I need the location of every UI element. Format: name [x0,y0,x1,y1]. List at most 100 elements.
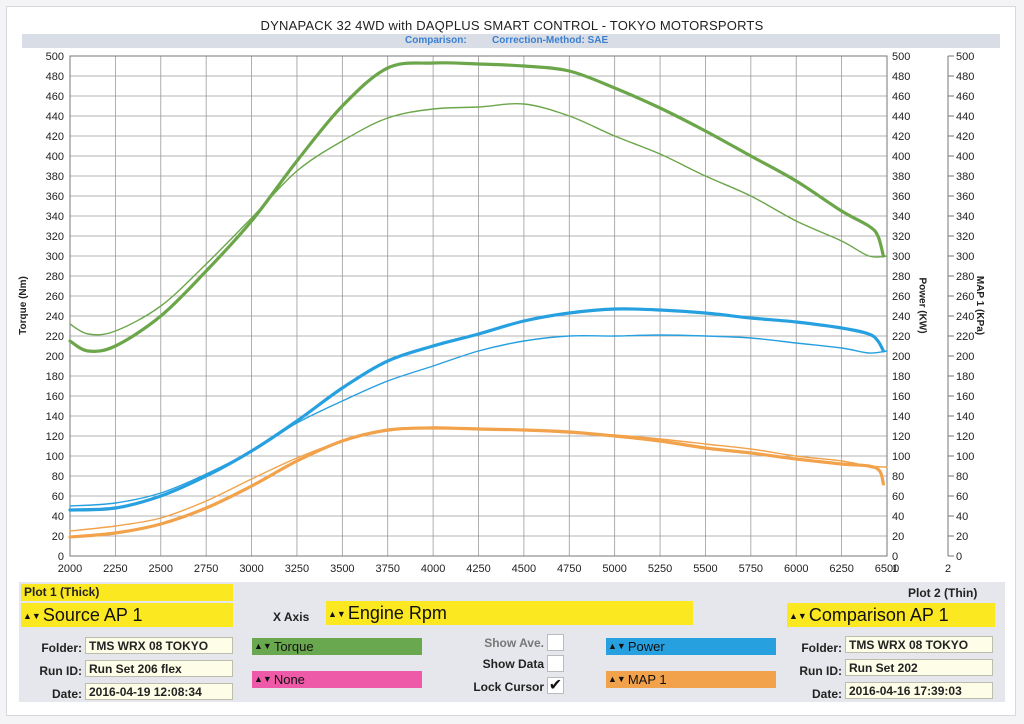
xaxis-select[interactable]: ▲▼ Engine Rpm [326,601,693,625]
map-series-plot2-thin [69,426,888,532]
x-tick-label: 5500 [693,563,717,575]
y-tick-label-left: 380 [46,171,64,183]
axis-end-label-1: 1 [892,563,898,575]
updown-arrows-icon: ▲▼ [608,674,626,684]
updown-arrows-icon: ▲▼ [608,641,626,651]
y-tick-label-power: 320 [892,231,910,243]
y-tick-label-map: 0 [956,551,962,563]
channel-none-value: None [273,672,305,687]
x-tick-label: 2750 [194,563,218,575]
plot2-folder-label: Folder: [801,641,842,655]
x-tick-label: 6000 [784,563,808,575]
channel-map-value: MAP 1 [627,672,667,687]
y-tick-label-power: 40 [892,511,904,523]
y-tick-label-map: 320 [956,231,974,243]
plot2-title: Plot 2 (Thin) [908,586,978,600]
plot1-runid-field[interactable]: Run Set 206 flex [85,660,233,677]
x-tick-label: 2500 [149,563,173,575]
y-tick-label-map: 500 [956,51,974,63]
y-tick-label-power: 120 [892,431,910,443]
x-tick-label: 3000 [239,563,263,575]
y-tick-label-left: 240 [46,311,64,323]
y-tick-label-left: 100 [46,451,64,463]
y-tick-label-power: 20 [892,531,904,543]
channel-torque-value: Torque [273,639,314,654]
y-tick-label-left: 40 [52,511,64,523]
y-tick-label-map: 60 [956,491,968,503]
channel-none-select[interactable]: ▲▼ None [252,671,422,688]
y-tick-label-power: 480 [892,71,910,83]
plot1-title: Plot 1 (Thick) [24,585,100,599]
plot2-date-label: Date: [811,687,842,701]
y-tick-label-power: 460 [892,91,910,103]
y-tick-label-left: 80 [52,471,64,483]
x-tick-label: 4250 [466,563,490,575]
plot1-folder-field[interactable]: TMS WRX 08 TOKYO [85,637,233,654]
x-tick-label: 3750 [375,563,399,575]
plot1-source-select[interactable]: ▲▼ Source AP 1 [21,603,233,627]
power-axis-label: Power (KW) [916,277,928,334]
torque-series-plot1-thick [68,61,885,353]
power-series-plot1-thick [68,307,885,512]
y-tick-label-map: 180 [956,371,974,383]
y-tick-label-left: 180 [46,371,64,383]
y-tick-label-map: 300 [956,251,974,263]
y-tick-label-left: 20 [52,531,64,543]
y-tick-label-left: 400 [46,151,64,163]
show-data-checkbox[interactable] [547,655,564,672]
x-tick-label: 4000 [421,563,445,575]
y-tick-label-map: 480 [956,71,974,83]
y-tick-label-left: 0 [58,551,64,563]
power-series-plot2-thin [69,334,888,507]
x-tick-label: 3500 [330,563,354,575]
y-tick-label-map: 240 [956,311,974,323]
y-tick-label-left: 60 [52,491,64,503]
y-tick-label-left: 260 [46,291,64,303]
updown-arrows-icon: ▲▼ [254,641,272,651]
show-ave-checkbox[interactable] [547,634,564,651]
checkmark-icon: ✔ [548,677,563,694]
y-tick-label-left: 420 [46,131,64,143]
y-tick-label-power: 340 [892,211,910,223]
show-data-label: Show Data [482,657,544,671]
y-tick-label-power: 0 [892,551,898,563]
channel-map-select[interactable]: ▲▼ MAP 1 [606,671,776,688]
channel-power-select[interactable]: ▲▼ Power [606,638,776,655]
show-ave-label: Show Ave. [484,636,544,650]
plot1-runid-label: Run ID: [39,664,82,678]
y-tick-label-map: 440 [956,111,974,123]
y-tick-label-map: 20 [956,531,968,543]
channel-torque-select[interactable]: ▲▼ Torque [252,638,422,655]
y-tick-label-map: 140 [956,411,974,423]
plot-frame [69,55,888,557]
y-tick-label-power: 280 [892,271,910,283]
y-tick-label-left: 280 [46,271,64,283]
y-tick-label-map: 460 [956,91,974,103]
y-tick-label-power: 500 [892,51,910,63]
lock-cursor-checkbox[interactable]: ✔ [547,677,564,694]
y-tick-label-map: 220 [956,331,974,343]
plot2-date-field[interactable]: 2016-04-16 17:39:03 [845,682,993,699]
y-tick-label-map: 340 [956,211,974,223]
y-tick-label-power: 60 [892,491,904,503]
y-tick-label-power: 420 [892,131,910,143]
chart-title: DYNAPACK 32 4WD with DAQPLUS SMART CONTR… [260,18,764,33]
plot2-source-select[interactable]: ▲▼ Comparison AP 1 [787,603,995,627]
plot1-source-value: Source AP 1 [42,605,143,625]
y-tick-label-map: 280 [956,271,974,283]
x-tick-label: 6250 [829,563,853,575]
y-tick-label-left: 220 [46,331,64,343]
x-tick-label: 5000 [602,563,626,575]
plot2-folder-field[interactable]: TMS WRX 08 TOKYO [845,636,993,653]
y-tick-label-left: 300 [46,251,64,263]
x-tick-label: 3250 [285,563,309,575]
y-tick-label-power: 100 [892,451,910,463]
y-tick-label-map: 260 [956,291,974,303]
plot1-date-field[interactable]: 2016-04-19 12:08:34 [85,683,233,700]
map-axis-label: MAP 1 (KPa) [974,275,986,336]
xaxis-label: X Axis [273,610,310,624]
plot1-header: Plot 1 (Thick) [21,584,233,601]
y-tick-label-left: 480 [46,71,64,83]
plot2-runid-field[interactable]: Run Set 202 [845,659,993,676]
